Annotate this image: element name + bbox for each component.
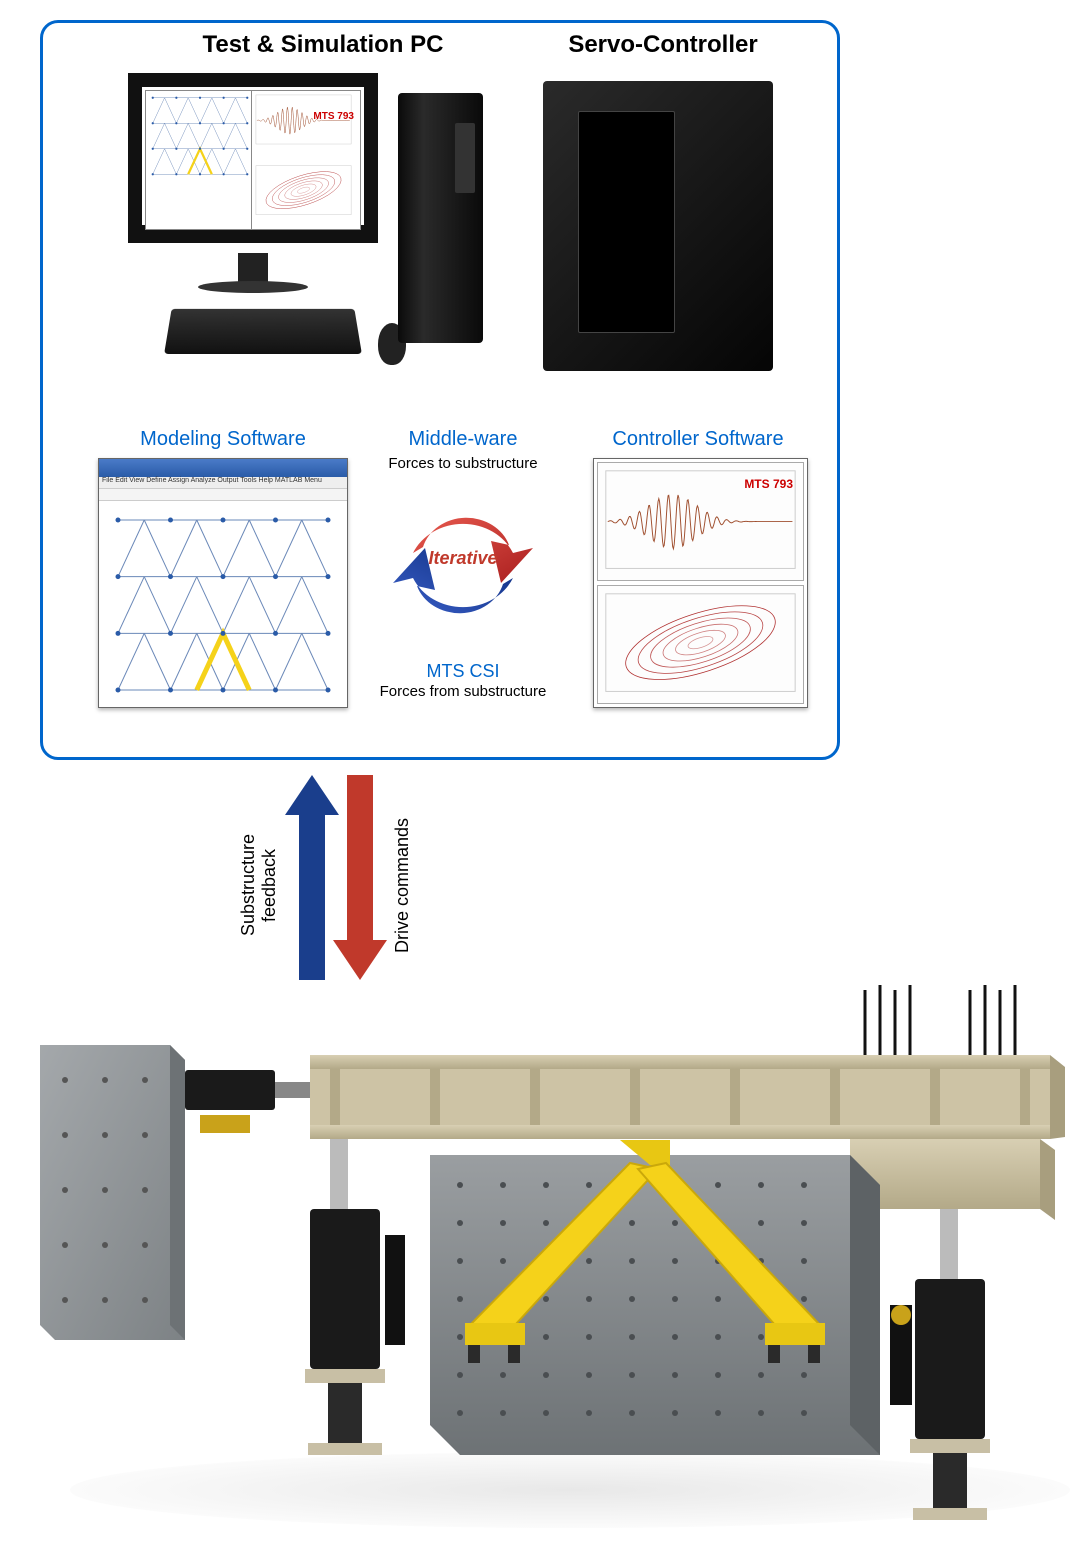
keyboard-icon <box>164 309 362 354</box>
label-test-pc: Test & Simulation PC <box>183 31 463 59</box>
right-column <box>850 1139 1055 1220</box>
label-modeling: Modeling Software <box>103 428 343 451</box>
mts793-badge: MTS 793 <box>313 111 354 122</box>
vertical-actuator-left <box>305 1139 405 1455</box>
window-toolbar <box>99 489 347 501</box>
label-servo: Servo-Controller <box>533 31 793 59</box>
monitor-pane-truss <box>145 90 255 230</box>
horizontal-actuator <box>185 1070 330 1133</box>
label-middleware: Middle-ware <box>363 428 563 451</box>
arrow-down-icon <box>333 775 387 980</box>
test-rig <box>10 985 1070 1530</box>
label-mtscsi: MTS CSI <box>363 661 563 682</box>
label-forces-from: Forces from substructure <box>363 683 563 700</box>
monitor-pane-signals: MTS 793 <box>251 90 361 230</box>
monitor-base <box>198 281 308 293</box>
truss-diagram <box>103 505 343 705</box>
reaction-wall <box>40 1045 185 1340</box>
system-box: Test & Simulation PC Servo-Controller MT… <box>40 20 840 760</box>
mts793-badge: MTS 793 <box>744 477 793 491</box>
hysteresis-plot <box>598 586 803 698</box>
modeling-software-window: File Edit View Define Assign Analyze Out… <box>98 458 348 708</box>
flow-arrows <box>255 775 415 980</box>
label-forces-to: Forces to substructure <box>363 455 563 472</box>
monitor-stand <box>238 253 268 283</box>
monitor-icon: MTS 793 <box>128 73 378 243</box>
arrow-up-icon <box>285 775 339 980</box>
label-iterative: Iterative <box>383 548 543 569</box>
label-controller: Controller Software <box>583 428 813 451</box>
mini-truss-icon <box>146 91 254 181</box>
main-beam <box>310 985 1065 1139</box>
window-titlebar <box>99 459 347 477</box>
servo-controller-icon <box>543 81 773 371</box>
pc-workstation: MTS 793 <box>98 73 468 403</box>
controller-waveform-pane: MTS 793 <box>597 462 804 581</box>
truss-canvas <box>103 505 343 703</box>
window-menubar: File Edit View Define Assign Analyze Out… <box>99 477 347 489</box>
controller-hysteresis-pane <box>597 585 804 704</box>
pc-tower-icon <box>398 93 483 343</box>
controller-software-window: MTS 793 <box>593 458 808 708</box>
